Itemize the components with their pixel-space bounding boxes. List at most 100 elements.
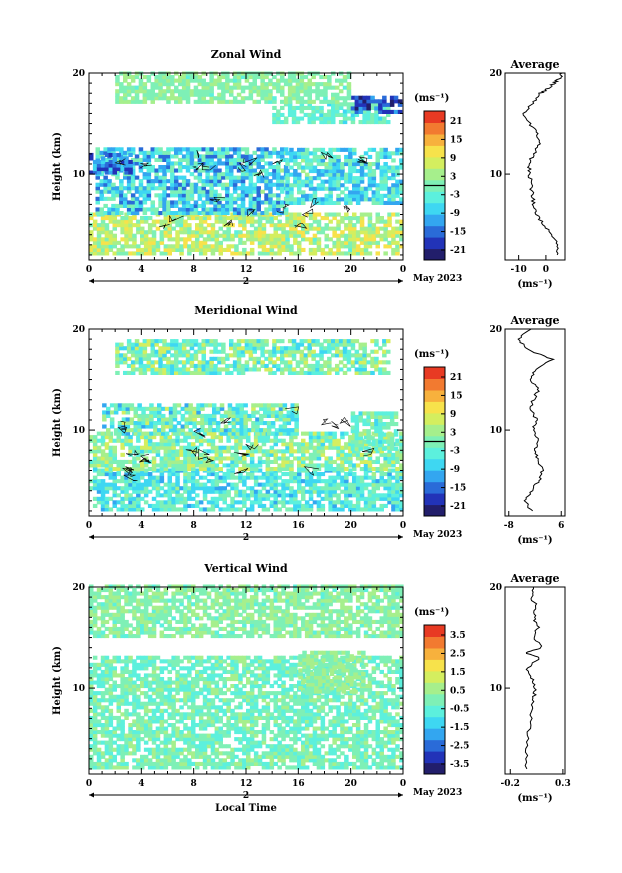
heatmap-cell [367, 147, 373, 152]
heatmap-cell [172, 417, 178, 422]
heatmap-cell [363, 251, 369, 256]
heatmap-cell [210, 247, 216, 252]
heatmap-cell [352, 226, 357, 231]
heatmap-cell [242, 216, 247, 221]
heatmap-cell [340, 240, 345, 245]
heatmap-cell [352, 233, 357, 238]
heatmap-cell [387, 475, 392, 480]
heatmap-cell [260, 353, 265, 358]
heatmap-cell [104, 442, 110, 447]
heatmap-cell [261, 486, 267, 491]
heatmap-cell [236, 186, 242, 191]
heatmap-cell [359, 251, 365, 256]
heatmap-cell [346, 71, 352, 76]
heatmap-cell [290, 428, 295, 433]
heatmap-cell [383, 179, 388, 184]
heatmap-cell [166, 157, 171, 162]
panel-title: Zonal Wind [211, 48, 282, 61]
heatmap-cell [178, 147, 183, 152]
heatmap-cell [153, 421, 158, 426]
heatmap-cell [116, 500, 121, 505]
heatmap-cell [320, 230, 326, 235]
heatmap-cell [327, 367, 332, 372]
heatmap-cell [273, 467, 278, 472]
heatmap-cell [399, 445, 404, 450]
heatmap-cell [142, 75, 148, 80]
heatmap-cell [323, 339, 328, 344]
heatmap-cell [138, 89, 144, 94]
heatmap-cell [346, 360, 352, 365]
heatmap-cell [174, 168, 179, 173]
heatmap-cell [265, 247, 271, 252]
heatmap-cell [328, 503, 333, 508]
heatmap-cell [175, 489, 180, 494]
heatmap-cell [95, 207, 100, 212]
heatmap-cell [151, 445, 157, 450]
heatmap-cell [355, 452, 361, 457]
zero-contour [294, 222, 308, 229]
heatmap-cell [150, 186, 155, 191]
heatmap-cell [355, 244, 361, 249]
heatmap-cell [316, 449, 322, 454]
heatmap-cell [291, 353, 297, 358]
heatmap-cell [155, 449, 161, 454]
heatmap-cell [344, 172, 349, 177]
heatmap-cell [366, 432, 371, 437]
heatmap-cell [287, 75, 293, 80]
heatmap-cell [163, 251, 169, 256]
heatmap-cell [181, 353, 187, 358]
heatmap-cell [331, 112, 336, 117]
heatmap-cell [308, 169, 314, 174]
heatmap-cell [149, 406, 154, 411]
heatmap-cell [115, 78, 120, 83]
heatmap-cell [379, 193, 384, 198]
heatmap-cell [399, 452, 404, 457]
heatmap-cell [107, 179, 112, 184]
heatmap-cell [183, 507, 188, 512]
heatmap-cell [274, 403, 280, 408]
heatmap-cell [344, 500, 349, 505]
heatmap-cell [158, 196, 163, 201]
heatmap-cell [261, 459, 267, 464]
heatmap-cell [178, 189, 183, 194]
heatmap-cell [210, 251, 216, 256]
heatmap-cell [257, 475, 263, 480]
heatmap-cell [166, 356, 171, 361]
heatmap-cell [116, 459, 121, 464]
heatmap-cell [324, 197, 329, 202]
heatmap-cell [136, 251, 141, 256]
heatmap-cell [248, 75, 254, 80]
heatmap-cell [205, 211, 210, 216]
heatmap-cell [266, 413, 272, 418]
heatmap-cell [154, 168, 159, 173]
heatmap-cell [344, 197, 349, 202]
heatmap-cell [89, 223, 94, 228]
heatmap-cell [205, 179, 210, 184]
heatmap-cell [316, 147, 322, 152]
heatmap-cell [311, 112, 316, 117]
heatmap-cell [198, 438, 204, 443]
heatmap-cell [226, 449, 231, 454]
heatmap-cell [92, 212, 98, 217]
heatmap-cell [126, 203, 132, 208]
heatmap-cell [112, 456, 117, 461]
heatmap-cell [119, 71, 124, 76]
heatmap-cell [359, 197, 365, 202]
colorbar-swatch [424, 168, 445, 181]
heatmap-cell [395, 449, 400, 454]
heatmap-cell [395, 472, 400, 477]
heatmap-cell [100, 247, 106, 252]
heatmap-cell [331, 105, 336, 110]
heatmap-cell [178, 349, 183, 354]
heatmap-cell [205, 172, 210, 177]
heatmap-cell [123, 196, 128, 201]
heatmap-cell [115, 147, 120, 152]
heatmap-cell [217, 211, 222, 216]
heatmap-cell [124, 212, 129, 217]
heatmap-cell [340, 244, 345, 249]
heatmap-cell [391, 172, 396, 177]
heatmap-cell [108, 216, 114, 221]
heatmap-cell [316, 244, 322, 249]
heatmap-cell [217, 356, 222, 361]
heatmap-cell [297, 475, 302, 480]
